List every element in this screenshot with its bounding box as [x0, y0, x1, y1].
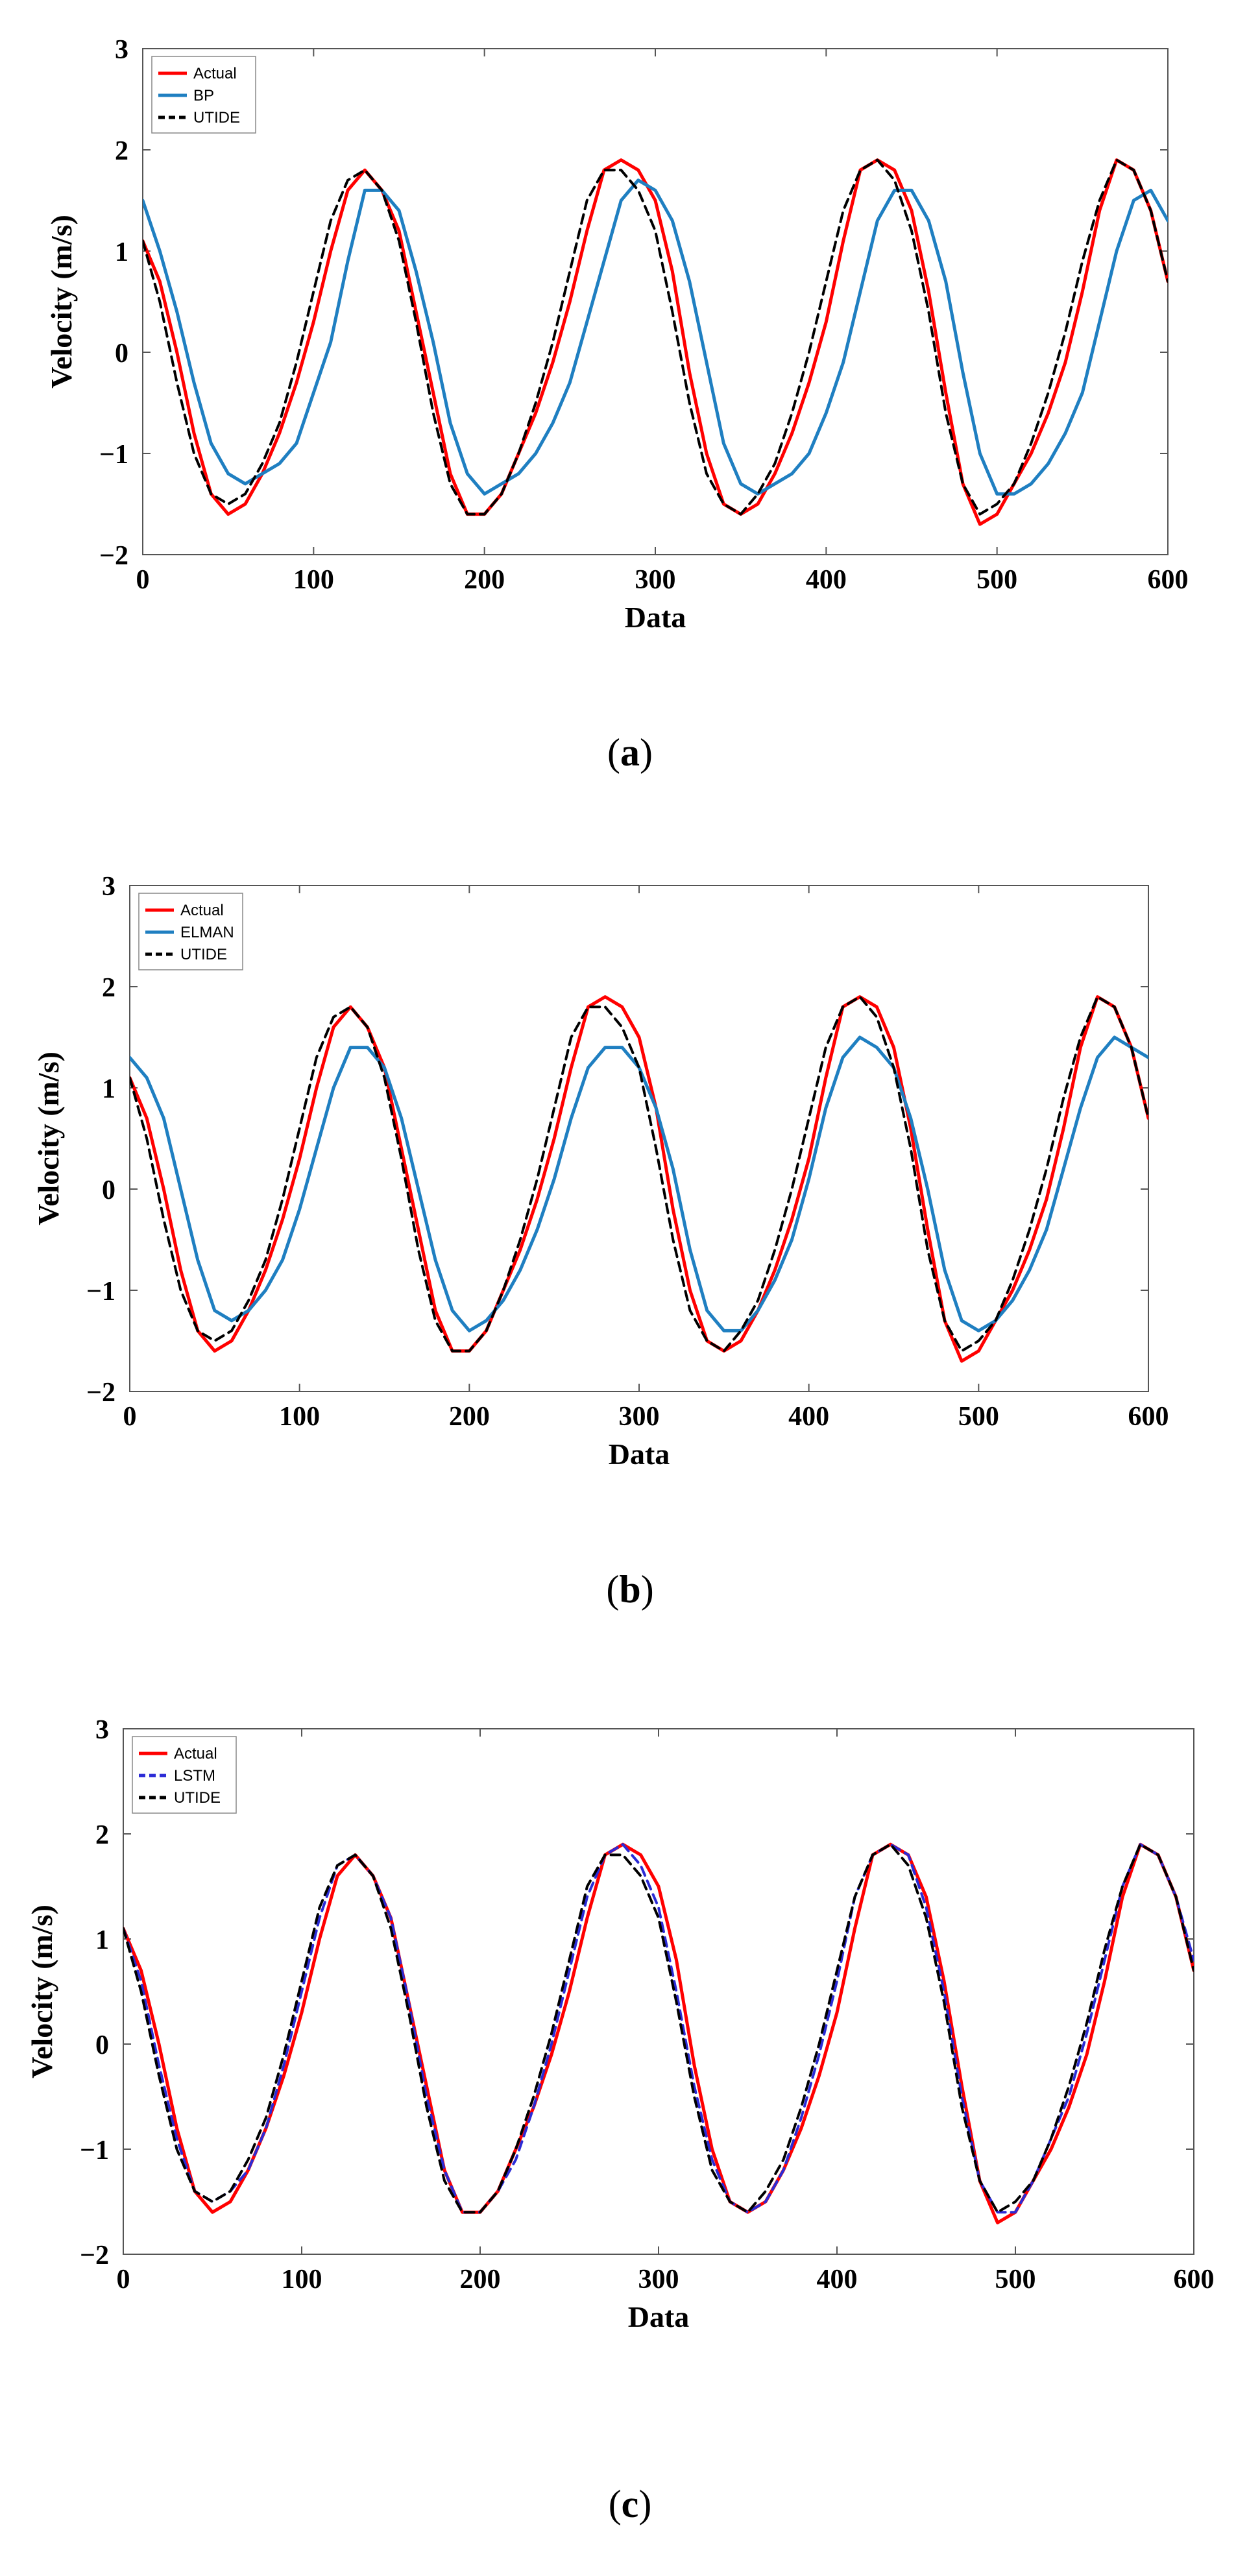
legend-entry: LSTM: [174, 1767, 215, 1785]
chart-panel-b: 0 100 200 300 400 500 600 −2 −1 0 1 2 3 Data Velocity …: [32, 872, 1169, 1471]
series-line-utide: [123, 1843, 1194, 2214]
caption-close: ): [641, 1568, 654, 1611]
x-tick-label: 200: [464, 565, 505, 595]
legend: Actual ELMAN UTIDE: [138, 893, 243, 970]
x-tick-label: 600: [1148, 565, 1189, 595]
y-tick-label: 1: [95, 1925, 109, 1955]
x-axis-label: Data: [628, 2300, 690, 2333]
y-tick-label: −1: [86, 1277, 115, 1306]
x-tick-label: 400: [788, 1402, 829, 1432]
chart-panel-c: 0 100 200 300 400 500 600 −2 −1 0 1 2 3 Data Velocity …: [25, 1715, 1215, 2333]
x-tick-label: 200: [449, 1402, 490, 1432]
x-tick-label: 200: [460, 2265, 501, 2294]
x-tick-label: 0: [123, 1402, 137, 1432]
series-group: [130, 995, 1148, 1363]
chart-panel-a: 0 100 200 300 400 500 600 −2 −1 0 1 2 3 Data Velocity …: [45, 35, 1189, 634]
x-tick-label: 0: [136, 565, 150, 595]
series-line-utide: [130, 995, 1148, 1353]
caption-open: (: [607, 731, 620, 774]
caption-letter: c: [622, 2483, 639, 2525]
series-line-actual: [130, 995, 1148, 1363]
legend: Actual LSTM UTIDE: [132, 1736, 237, 1814]
y-tick-label: 0: [102, 1175, 115, 1205]
caption-open: (: [606, 1568, 619, 1611]
legend-entry: Actual: [174, 1745, 217, 1763]
legend-entry: Actual: [193, 65, 237, 82]
y-tick-label: 3: [115, 35, 128, 65]
plot-area-frame: [123, 1728, 1194, 2255]
caption-open: (: [609, 2483, 622, 2525]
panel-caption: (b): [606, 1568, 653, 1611]
x-tick-label: 0: [117, 2265, 130, 2294]
x-tick-label: 100: [279, 1402, 320, 1432]
caption-close: ): [640, 731, 653, 774]
panel-caption: (c): [609, 2483, 652, 2525]
series-group: [143, 158, 1168, 526]
x-tick-label: 400: [817, 2265, 858, 2294]
legend-entry: UTIDE: [193, 109, 240, 126]
y-tick-label: 0: [115, 339, 128, 368]
y-tick-label: −2: [86, 1378, 115, 1408]
y-tick-label: 3: [102, 872, 115, 902]
x-axis-label: Data: [609, 1438, 670, 1471]
x-tick-label: 500: [976, 565, 1017, 595]
series-line-utide: [143, 158, 1168, 516]
y-axis-label: Velocity (m/s): [45, 215, 78, 389]
y-tick-label: 2: [95, 1820, 109, 1850]
x-tick-label: 300: [635, 565, 676, 595]
caption-letter: b: [619, 1568, 640, 1611]
x-tick-label: 100: [293, 565, 334, 595]
series-group: [123, 1842, 1194, 2224]
y-tick-label: 2: [102, 973, 115, 1003]
y-tick-label: 0: [95, 2030, 109, 2060]
y-tick-label: 1: [102, 1074, 115, 1104]
y-tick-label: −2: [99, 541, 128, 571]
x-tick-label: 600: [1174, 2265, 1215, 2294]
legend-entry: UTIDE: [174, 1789, 221, 1807]
legend-entry: UTIDE: [180, 946, 227, 963]
y-tick-label: −1: [99, 440, 128, 470]
caption-letter: a: [620, 731, 640, 774]
x-axis-label: Data: [625, 601, 686, 634]
panel-caption: (a): [607, 731, 653, 774]
series-line-lstm: [123, 1843, 1194, 2214]
legend: Actual BP UTIDE: [151, 56, 256, 134]
legend-entry: Actual: [180, 902, 224, 919]
legend-entry: BP: [193, 87, 214, 104]
caption-close: ): [638, 2483, 651, 2525]
y-tick-label: 2: [115, 136, 128, 166]
x-tick-label: 300: [619, 1402, 660, 1432]
x-tick-label: 600: [1128, 1402, 1169, 1432]
x-tick-label: 400: [806, 565, 847, 595]
plot-area-frame: [129, 885, 1149, 1392]
legend-entry: ELMAN: [180, 924, 234, 941]
y-tick-label: 1: [115, 237, 128, 267]
y-tick-label: −2: [80, 2241, 109, 2270]
x-tick-label: 500: [958, 1402, 999, 1432]
y-axis-label: Velocity (m/s): [25, 1905, 58, 2078]
x-tick-label: 300: [638, 2265, 679, 2294]
y-tick-label: 3: [95, 1715, 109, 1745]
series-line-actual: [143, 158, 1168, 526]
x-tick-label: 500: [995, 2265, 1036, 2294]
x-tick-label: 100: [282, 2265, 322, 2294]
y-axis-label: Velocity (m/s): [32, 1052, 65, 1225]
plot-area-frame: [142, 48, 1169, 555]
series-line-bp: [143, 178, 1168, 496]
y-tick-label: −1: [80, 2136, 109, 2165]
